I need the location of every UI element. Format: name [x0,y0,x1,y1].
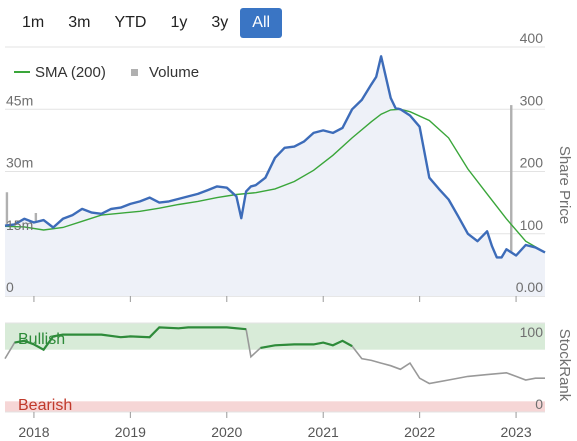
price-tick-label: 200 [520,155,544,171]
volume-bar [510,105,513,296]
range-button-3y[interactable]: 3y [211,14,229,31]
range-button-3m[interactable]: 3m [68,14,91,31]
year-tick-label: 2020 [211,424,242,440]
year-tick-label: 2023 [500,424,531,440]
axis-labels: 400 300 200 100 0.00 45m 30m 15m 0 100 0 2018 2019 20… [6,30,543,440]
legend: SMA (200) Volume [14,64,199,81]
range-button-1y[interactable]: 1y [170,14,188,31]
legend-volume-label[interactable]: Volume [149,64,199,81]
chart-background [5,323,545,412]
legend-volume-swatch [131,69,138,76]
price-tick-label: 300 [520,92,544,108]
volume-tick-label: 0 [6,279,14,295]
range-button-1m[interactable]: 1m [22,14,45,31]
year-tick-label: 2022 [404,424,435,440]
range-button-ytd[interactable]: YTD [114,14,147,31]
price-tick-label: 0.00 [516,279,543,295]
price-tick-label: 400 [520,30,544,46]
price-tick-label: 100 [520,217,544,233]
price-line [4,55,546,259]
year-tick-label: 2021 [308,424,339,440]
stockrank-axis-title: StockRank [556,329,573,402]
volume-tick-label: 45m [6,92,33,108]
volume-tick-label: 15m [6,217,33,233]
year-tick-label: 2018 [18,424,49,440]
bearish-label: Bearish [18,397,72,414]
sma-line [4,108,546,254]
stockrank-tick-label: 100 [520,324,544,340]
range-button-all[interactable]: All [240,8,283,38]
year-tick-label: 2019 [115,424,146,440]
legend-sma-label[interactable]: SMA (200) [35,64,106,81]
band-bearish [5,401,545,412]
stockrank-tick-label: 0 [535,396,543,412]
price-axis-title: Share Price [556,146,573,224]
stockrank-bullish-segment [260,339,353,349]
stockrank-series [4,326,545,385]
range-selector: 1m 3m YTD 1y 3y All [10,8,283,38]
volume-tick-label: 30m [6,155,33,171]
price-series [4,55,546,296]
price-area [5,56,545,296]
stockrank-bullish-segment [14,326,247,352]
bullish-label: Bullish [18,331,65,348]
